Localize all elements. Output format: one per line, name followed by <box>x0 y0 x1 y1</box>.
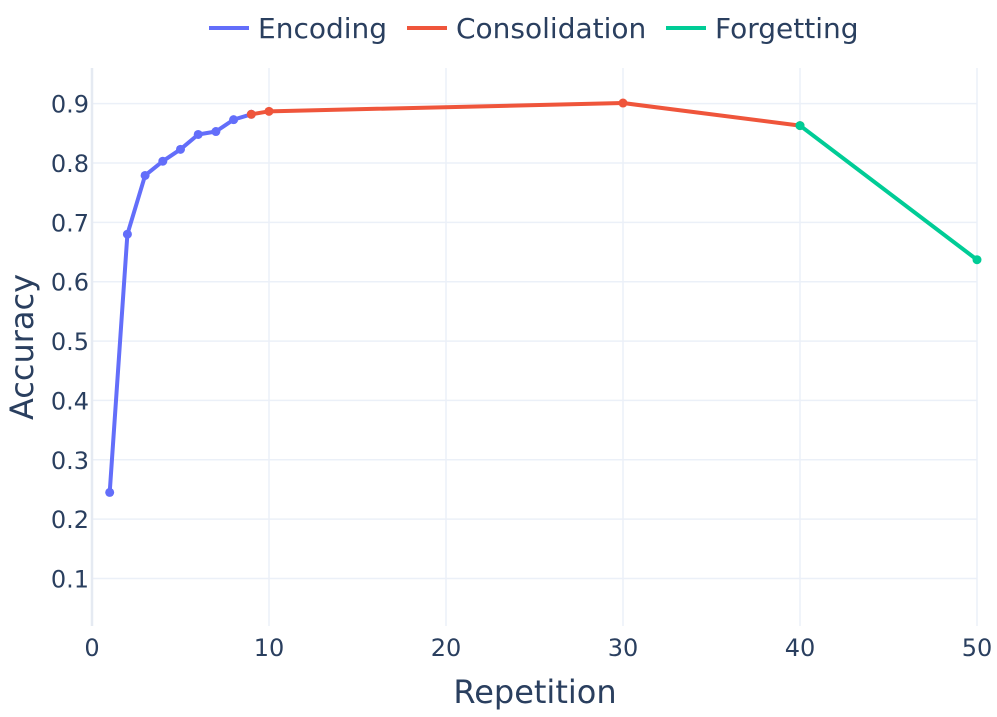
data-point-encoding <box>193 129 203 139</box>
y-tick-label: 0.7 <box>51 209 89 237</box>
grid <box>90 68 978 626</box>
y-tick-label: 0.1 <box>51 566 89 594</box>
y-tick-label: 0.4 <box>51 387 89 415</box>
series-line-consolidation <box>249 101 802 128</box>
y-axis-title: Accuracy <box>3 274 41 420</box>
legend: Encoding Consolidation Forgetting <box>209 12 859 45</box>
axes: 0.1 0.2 0.3 0.4 0.5 0.6 0.7 0.8 0.9 0 10 20 30 40 50 <box>51 91 992 662</box>
x-tick-label: 20 <box>431 634 462 662</box>
data-point-consolidation <box>618 98 628 108</box>
legend-label-consolidation: Consolidation <box>456 12 646 45</box>
data-point-consolidation <box>246 109 256 119</box>
data-point-encoding <box>105 487 115 497</box>
data-point-consolidation <box>264 106 274 116</box>
y-tick-label: 0.8 <box>51 150 89 178</box>
x-axis-title: Repetition <box>453 673 616 711</box>
y-tick-label: 0.5 <box>51 328 89 356</box>
y-tick-label: 0.9 <box>51 91 89 119</box>
data-point-encoding <box>122 229 132 239</box>
x-tick-label: 30 <box>608 634 639 662</box>
y-tick-label: 0.3 <box>51 447 89 475</box>
legend-label-encoding: Encoding <box>258 12 387 45</box>
data-point-encoding <box>229 115 239 125</box>
x-tick-label: 0 <box>84 634 99 662</box>
x-tick-label: 10 <box>254 634 285 662</box>
x-tick-label: 40 <box>785 634 816 662</box>
legend-label-forgetting: Forgetting <box>715 12 859 45</box>
data-point-encoding <box>176 144 185 154</box>
series <box>105 98 982 497</box>
x-tick-label: 50 <box>962 634 993 662</box>
data-point-encoding <box>211 127 221 137</box>
data-point-forgetting <box>795 121 805 131</box>
series-line-forgetting <box>798 123 979 262</box>
y-tick-label: 0.2 <box>51 506 89 534</box>
y-tick-label: 0.6 <box>51 269 89 297</box>
data-point-encoding <box>158 156 168 166</box>
data-point-encoding <box>140 170 150 180</box>
data-point-forgetting <box>972 255 982 265</box>
